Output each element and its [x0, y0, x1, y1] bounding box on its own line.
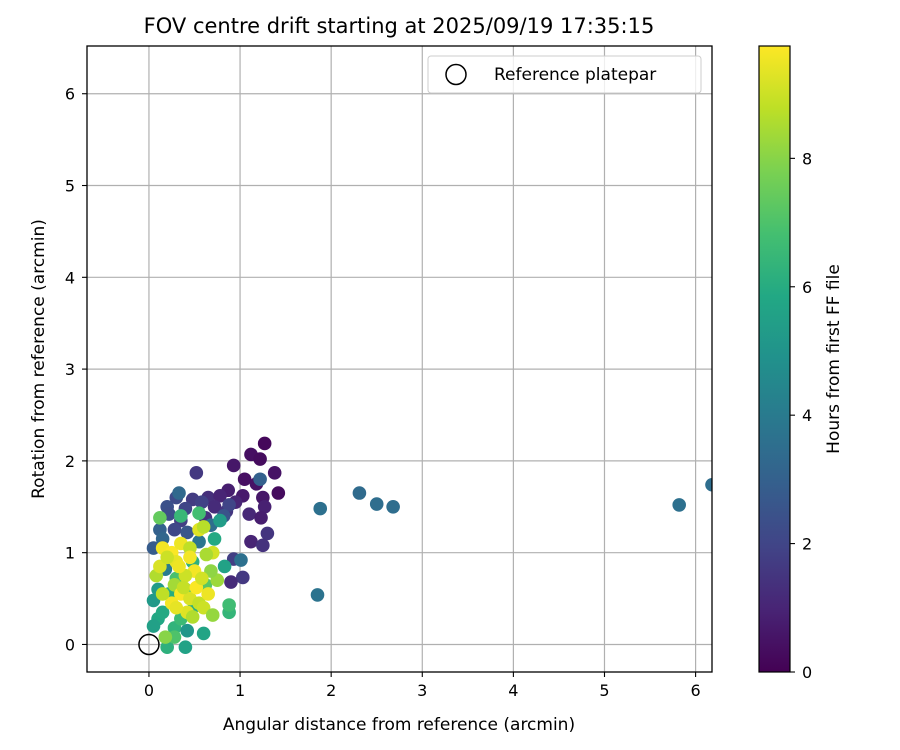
y-axis-ticks: 0 1 2 3 4 5 6 [65, 85, 87, 654]
data-point [201, 587, 215, 601]
colorbar: 0 2 4 6 8 Hours from first FF file [758, 45, 844, 682]
data-point [217, 559, 232, 574]
data-point [205, 608, 220, 622]
legend-marker-icon [445, 63, 467, 86]
data-point [146, 619, 161, 633]
data-point [226, 458, 241, 473]
colorbar-gradient [758, 45, 791, 673]
data-point [235, 570, 250, 585]
data-point [244, 534, 258, 549]
reference-marker [138, 633, 160, 656]
reference-platepar-point [138, 633, 160, 656]
data-point [257, 499, 272, 514]
data-point [672, 498, 687, 512]
colorbar-tick-label: 0 [802, 663, 812, 682]
data-point [196, 520, 211, 534]
data-point [234, 553, 248, 567]
chart-title: FOV centre drift starting at 2025/09/19 … [144, 14, 655, 38]
data-point [185, 610, 200, 624]
x-tick-label: 5 [599, 681, 609, 700]
data-point [705, 477, 712, 492]
data-point [153, 510, 167, 525]
data-point [369, 497, 384, 511]
data-point [192, 506, 206, 521]
y-tick-label: 1 [65, 544, 75, 563]
data-point [183, 550, 197, 565]
plot-frame [86, 45, 713, 673]
data-point [207, 532, 222, 546]
data-point [253, 472, 267, 487]
x-tick-label: 3 [417, 681, 427, 700]
colorbar-ticks: 0 2 4 6 8 [790, 149, 812, 682]
data-point [213, 513, 227, 528]
data-points [146, 436, 712, 655]
data-point [222, 498, 236, 512]
x-axis-ticks: 0 1 2 3 4 5 6 [144, 672, 701, 700]
data-point [253, 452, 267, 466]
data-point [167, 522, 182, 537]
x-tick-label: 6 [691, 681, 701, 700]
data-point [174, 509, 188, 523]
y-tick-label: 2 [65, 452, 75, 471]
data-point [310, 588, 325, 602]
data-point [213, 488, 227, 503]
data-point [196, 626, 211, 641]
colorbar-tick-label: 8 [802, 149, 812, 168]
data-point [194, 495, 209, 509]
data-point [386, 499, 400, 514]
legend-box [427, 55, 702, 94]
data-point [169, 600, 184, 615]
grid-lines [87, 46, 712, 672]
data-point [242, 507, 256, 521]
data-point [155, 605, 170, 620]
x-tick-label: 1 [235, 681, 245, 700]
colorbar-tick-label: 4 [802, 406, 812, 425]
y-axis-label: Rotation from reference (arcmin) [29, 219, 49, 499]
legend: Reference platepar [427, 55, 702, 94]
data-point [153, 559, 167, 574]
data-point [180, 525, 195, 540]
y-tick-label: 0 [65, 635, 75, 654]
data-point [204, 564, 218, 578]
colorbar-tick-label: 2 [802, 535, 812, 554]
data-point [160, 640, 174, 655]
x-axis-label: Angular distance from reference (arcmin) [223, 715, 575, 735]
data-point [160, 550, 174, 565]
data-point [352, 486, 367, 500]
x-tick-label: 2 [326, 681, 336, 700]
data-point [176, 580, 191, 595]
y-tick-label: 3 [65, 360, 75, 379]
data-point [267, 466, 282, 480]
data-point [180, 623, 195, 638]
y-tick-label: 6 [65, 85, 75, 104]
legend-label: Reference platepar [494, 65, 656, 85]
y-tick-label: 4 [65, 268, 75, 287]
data-point [172, 486, 186, 500]
data-point [158, 630, 173, 644]
data-point [254, 510, 268, 525]
data-point [172, 559, 186, 574]
data-point [271, 486, 286, 500]
data-point [196, 600, 211, 615]
data-point [257, 436, 272, 451]
colorbar-label: Hours from first FF file [824, 264, 844, 454]
data-point [237, 472, 252, 487]
colorbar-tick-label: 6 [802, 278, 812, 297]
data-point [222, 598, 236, 612]
data-point [207, 499, 222, 514]
x-tick-label: 0 [144, 681, 154, 700]
data-point [189, 466, 204, 480]
data-point [178, 640, 193, 655]
y-tick-label: 5 [65, 177, 75, 196]
data-point [224, 575, 238, 589]
data-point [260, 526, 275, 541]
data-point [199, 547, 214, 562]
data-point [194, 571, 209, 586]
data-point [256, 538, 270, 553]
x-tick-label: 4 [508, 681, 518, 700]
data-point [313, 501, 328, 516]
data-point [155, 587, 170, 601]
